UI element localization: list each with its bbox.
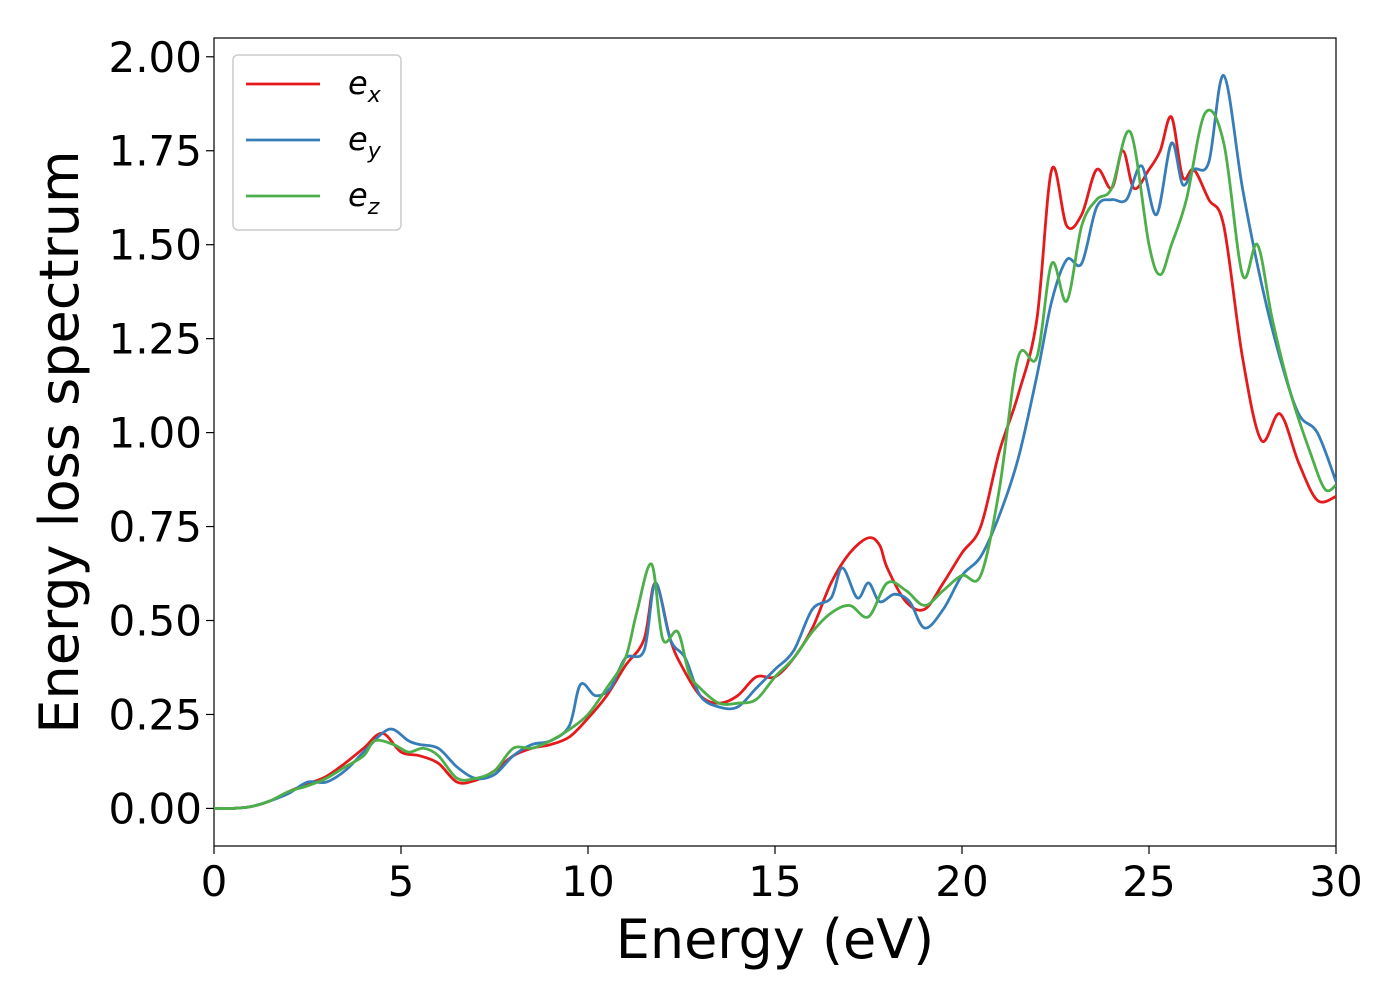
series-line-x [214, 115, 1336, 810]
y-tick-label: 0.25 [108, 690, 202, 739]
legend-box [232, 54, 402, 231]
legend-label-x: ex [348, 64, 382, 108]
x-axis-label: Energy (eV) [616, 908, 935, 971]
x-axis-ticks: 0 5 10 15 20 25 30 [201, 846, 1363, 906]
y-tick-label: 1.25 [108, 315, 202, 364]
x-tick-label: 10 [561, 857, 614, 906]
y-tick-label: 0.50 [108, 597, 202, 646]
legend-label-y: ey [348, 120, 382, 164]
x-tick-label: 30 [1309, 857, 1362, 906]
legend: ex ey ez [232, 54, 402, 231]
y-tick-label: 2.00 [108, 33, 202, 82]
series-line-z [214, 108, 1336, 810]
y-tick-label: 1.75 [108, 127, 202, 176]
y-axis-label: Energy loss spectrum [28, 150, 91, 733]
x-tick-label: 20 [935, 857, 988, 906]
legend-label-z: ez [348, 176, 380, 220]
series-layer [214, 74, 1336, 810]
x-tick-label: 25 [1122, 857, 1175, 906]
y-tick-label: 1.00 [108, 409, 202, 458]
y-tick-label: 0.00 [108, 784, 202, 833]
y-tick-label: 0.75 [108, 503, 202, 552]
x-tick-label: 0 [201, 857, 228, 906]
series-line-y [214, 74, 1336, 810]
y-axis-ticks: 0.00 0.25 0.50 0.75 1.00 1.25 1.50 1.75 2.00 [108, 33, 214, 833]
y-tick-label: 1.50 [108, 221, 202, 270]
x-tick-label: 5 [388, 857, 415, 906]
x-tick-label: 15 [748, 857, 801, 906]
